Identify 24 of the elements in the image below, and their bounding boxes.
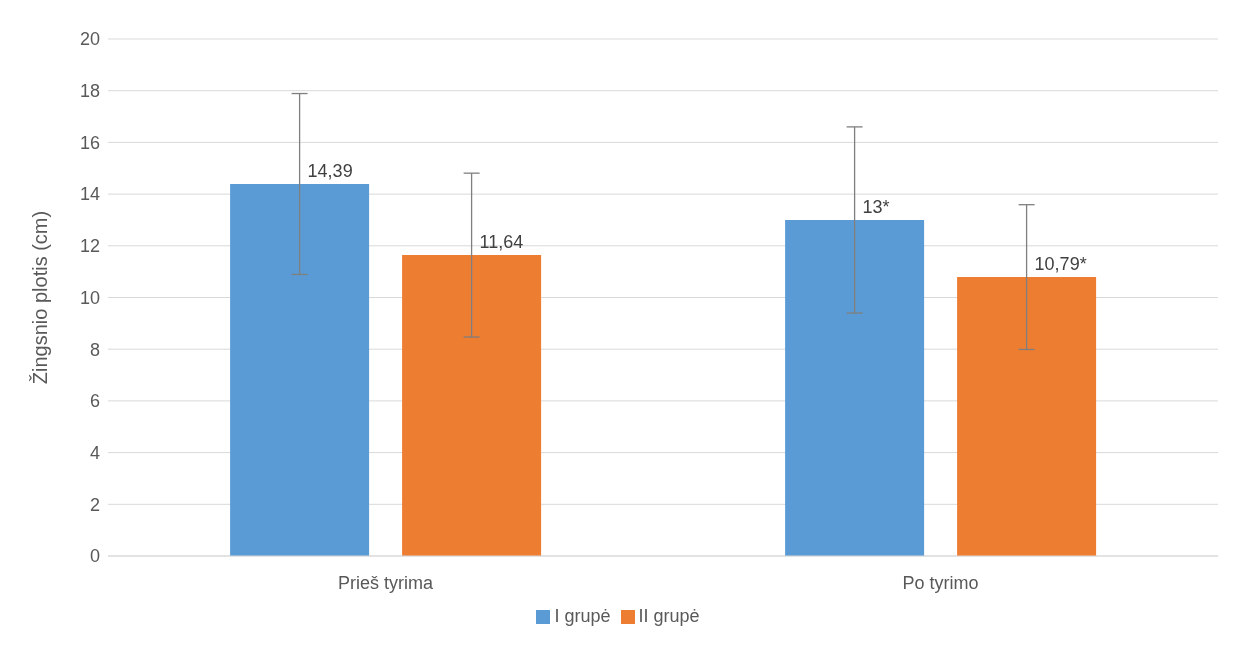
y-tick-label: 18 bbox=[79, 81, 100, 102]
bar bbox=[230, 184, 370, 556]
legend-label: II grupė bbox=[638, 606, 700, 626]
data-label: 11,64 bbox=[479, 232, 524, 253]
bar bbox=[957, 277, 1097, 556]
y-tick-label: 14 bbox=[79, 184, 100, 205]
bar bbox=[785, 219, 925, 556]
x-tick-label: Prieš tyrima bbox=[337, 572, 434, 593]
y-tick-label: 6 bbox=[89, 391, 100, 412]
data-label: 14,39 bbox=[307, 161, 353, 182]
data-label: 10,79* bbox=[1034, 254, 1087, 275]
data-label: 13* bbox=[862, 196, 890, 217]
y-tick-label: 20 bbox=[79, 29, 100, 50]
y-tick-label: 8 bbox=[89, 339, 100, 360]
y-axis-title: Žingsnio plotis (cm) bbox=[29, 210, 52, 385]
y-tick-label: 12 bbox=[79, 236, 100, 257]
bar bbox=[402, 255, 542, 556]
y-tick-label: 4 bbox=[89, 442, 100, 463]
y-tick-label: 16 bbox=[79, 132, 100, 153]
y-tick-label: 2 bbox=[89, 494, 100, 515]
legend-label: I grupė bbox=[554, 606, 611, 626]
y-tick-label: 10 bbox=[79, 287, 100, 308]
y-tick-label: 0 bbox=[89, 546, 100, 567]
x-tick-label: Po tyrimo bbox=[902, 572, 979, 593]
